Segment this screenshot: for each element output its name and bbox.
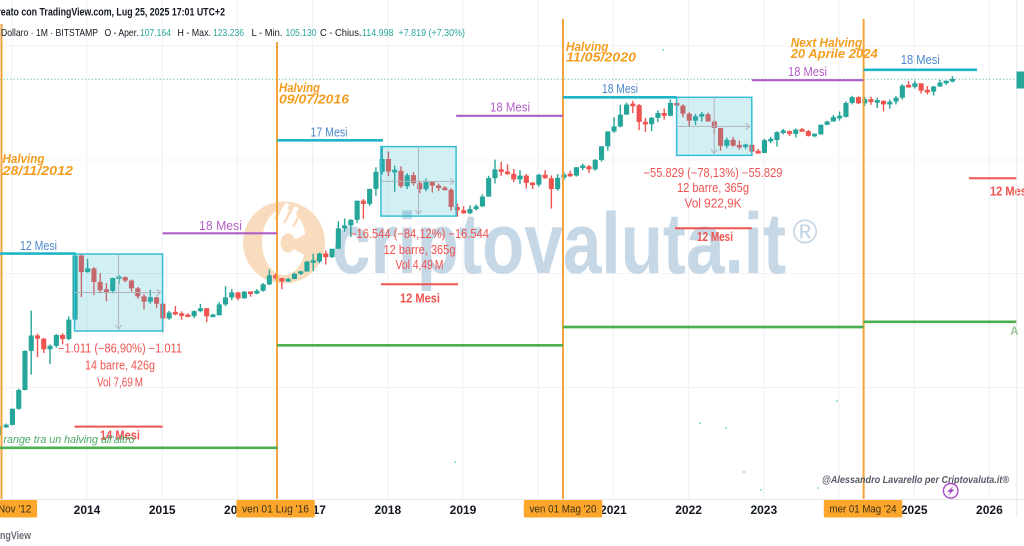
svg-text:20 Aprile 2024: 20 Aprile 2024 — [790, 46, 879, 61]
svg-text:114.998: 114.998 — [362, 27, 394, 39]
svg-text:ven 01 Mag '20: ven 01 Mag '20 — [530, 504, 597, 516]
svg-text:14 barre, 426g: 14 barre, 426g — [85, 359, 155, 373]
svg-text:107.164: 107.164 — [140, 27, 171, 39]
svg-text:123.236: 123.236 — [213, 27, 244, 39]
svg-text:C - Chius.: C - Chius. — [320, 27, 362, 39]
svg-text:−55.829 (−78,13%) −55.829: −55.829 (−78,13%) −55.829 — [644, 166, 783, 180]
svg-text:−1.011 (−86,90%) −1.011: −1.011 (−86,90%) −1.011 — [58, 342, 182, 356]
svg-text:Halving: Halving — [3, 151, 45, 166]
svg-text:18 Mesi: 18 Mesi — [602, 81, 638, 96]
svg-text:−16.544 (−84,12%) −16.544: −16.544 (−84,12%) −16.544 — [350, 227, 489, 241]
svg-text:mer 28 Nov '12: mer 28 Nov '12 — [0, 504, 31, 516]
svg-text:H - Max.: H - Max. — [178, 27, 212, 39]
svg-text:2019: 2019 — [450, 503, 477, 517]
svg-text:28/11/2012: 28/11/2012 — [1, 163, 73, 178]
svg-text:ven 01 Lug '16: ven 01 Lug '16 — [242, 504, 309, 516]
svg-text:@Alessandro Lavarello per Crip: @Alessandro Lavarello per Criptovaluta.i… — [822, 475, 1010, 486]
svg-text:18 Mesi: 18 Mesi — [788, 64, 827, 79]
svg-text:L - Min.: L - Min. — [252, 27, 283, 39]
svg-text:ngView: ngView — [0, 530, 31, 542]
svg-text:2026: 2026 — [976, 503, 1003, 517]
svg-text:range tra un halving all'altro: range tra un halving all'altro — [4, 434, 135, 446]
svg-text:2025: 2025 — [901, 503, 928, 517]
svg-text:09/07/2016: 09/07/2016 — [279, 92, 350, 107]
svg-text:18 Mesi: 18 Mesi — [199, 218, 242, 233]
svg-text:Vol 922,9K: Vol 922,9K — [685, 197, 743, 211]
svg-text:+7.819 (+7,30%): +7.819 (+7,30%) — [399, 27, 466, 39]
svg-text:12 Mesi: 12 Mesi — [697, 230, 733, 244]
svg-text:2023: 2023 — [750, 503, 777, 517]
svg-text:O - Aper.: O - Aper. — [105, 27, 139, 39]
svg-text:14 Mesi: 14 Mesi — [100, 429, 140, 443]
svg-text:Vol 4,49 M: Vol 4,49 M — [396, 258, 444, 272]
svg-text:mer 01 Mag '24: mer 01 Mag '24 — [830, 504, 897, 516]
svg-text:12 Mesi: 12 Mesi — [400, 292, 440, 306]
svg-text:2015: 2015 — [149, 503, 176, 517]
svg-text:2018: 2018 — [374, 503, 401, 517]
svg-text:Halving: Halving — [566, 39, 609, 54]
svg-text:2021: 2021 — [600, 503, 627, 517]
svg-text:criptovaluta.it: criptovaluta.it — [332, 196, 786, 292]
svg-text:18 Mesi: 18 Mesi — [490, 100, 530, 115]
svg-text:®: ® — [792, 213, 817, 251]
svg-text:105.130: 105.130 — [286, 27, 317, 39]
svg-text:A: A — [1010, 326, 1018, 338]
svg-text:Next Halving: Next Halving — [791, 35, 863, 50]
svg-text:2014: 2014 — [74, 503, 101, 517]
svg-text:17 Mesi: 17 Mesi — [311, 125, 348, 140]
svg-text:Halving: Halving — [279, 80, 320, 95]
svg-text:11/05/2020: 11/05/2020 — [566, 50, 637, 65]
svg-text:12 barre, 365g: 12 barre, 365g — [384, 243, 456, 257]
svg-text:12 barre, 365g: 12 barre, 365g — [677, 181, 749, 195]
svg-text:2022: 2022 — [675, 503, 702, 517]
svg-text:Creato con TradingView.com, Lu: Creato con TradingView.com, Lug 25, 2025… — [0, 7, 225, 19]
svg-text:18 Mesi: 18 Mesi — [901, 52, 940, 67]
svg-text:12 Mesi: 12 Mesi — [990, 185, 1024, 199]
svg-text:Dollaro · 1M · BITSTAMP: Dollaro · 1M · BITSTAMP — [1, 27, 98, 39]
svg-text:12 Mesi: 12 Mesi — [20, 238, 57, 253]
svg-text:Vol 7,69 M: Vol 7,69 M — [97, 376, 143, 390]
